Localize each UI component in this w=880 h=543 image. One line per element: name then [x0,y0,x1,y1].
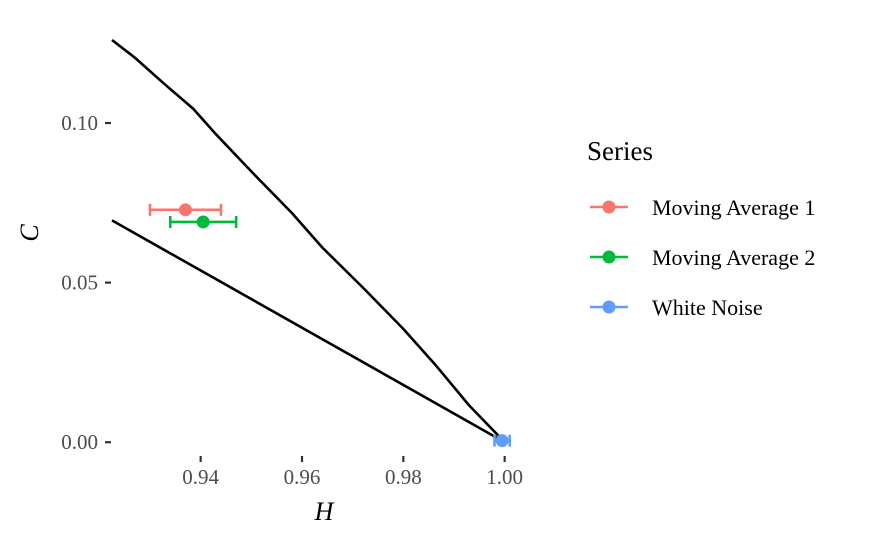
series-point-1 [148,203,223,217]
y-tick-label: 0.00 [61,430,98,454]
legend-key-dot [602,200,616,214]
lower-bound-line [111,219,506,444]
legend: Series Moving Average 1 Moving Average 2 W… [587,136,815,320]
complexity-entropy-bounds [111,38,506,444]
legend-item-2: Moving Average 2 [590,245,815,270]
x-axis-title: H [314,497,335,526]
x-tick-label: 0.98 [385,465,422,489]
legend-item-3: White Noise [590,295,763,320]
x-tick-label: 1.00 [486,465,523,489]
y-tick-label: 0.05 [61,271,98,295]
data-point [196,215,210,229]
data-point [495,434,509,448]
y-axis: 0.00 0.05 0.10 [61,111,111,454]
x-axis: 0.94 0.96 0.98 1.00 [182,456,523,489]
legend-item-1: Moving Average 1 [590,195,815,220]
upper-bound-line [111,38,506,444]
legend-title: Series [587,136,653,166]
data-point [178,203,192,217]
legend-label: White Noise [652,295,763,320]
data-points [148,203,512,448]
legend-key-dot [602,250,616,264]
legend-label: Moving Average 1 [652,195,815,220]
legend-key-dot [602,300,616,314]
y-tick-label: 0.10 [61,111,98,135]
series-point-2 [168,215,238,229]
series-point-3 [493,434,512,448]
x-tick-label: 0.94 [182,465,219,489]
x-tick-label: 0.96 [284,465,321,489]
legend-label: Moving Average 2 [652,245,815,270]
y-axis-title: C [15,224,44,242]
